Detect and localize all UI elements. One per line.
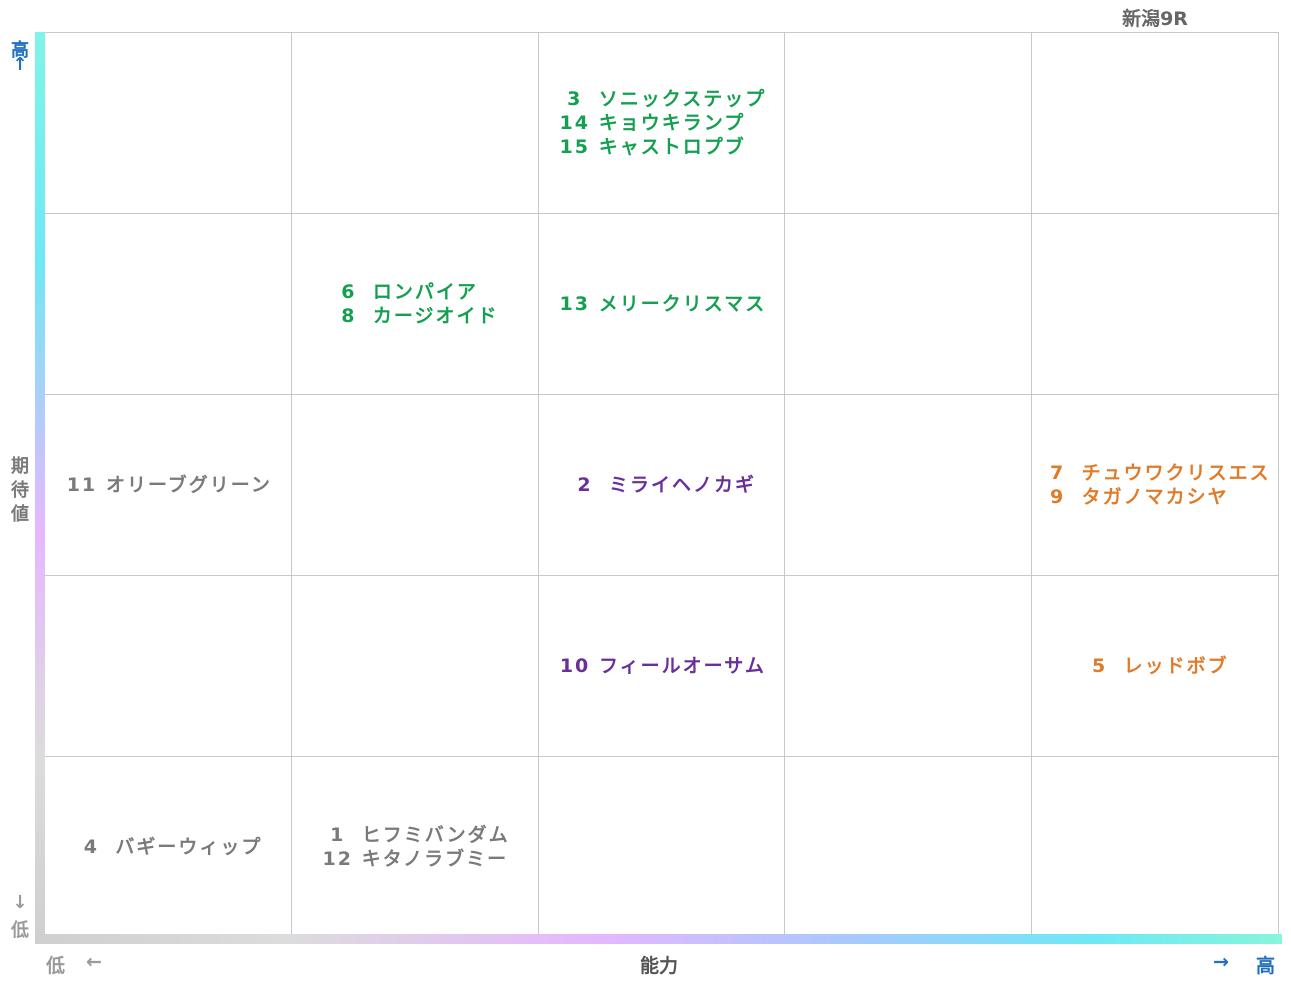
cell-entries: 10 フィールオーサム (557, 654, 766, 678)
horse-entry: 10 フィールオーサム (557, 654, 766, 678)
horse-number: 3 (567, 88, 583, 110)
grid-cell: 5 レッドボブ (1031, 576, 1278, 757)
horse-entry: 5 レッドボブ (1082, 654, 1229, 678)
cell-entries: 1 ヒフミバンダム 12 キタノラブミー (320, 823, 510, 871)
grid-cell: 7 チュウワクリスエス 9 タガノマカシヤ (1031, 395, 1278, 576)
x-axis-label: 能力 (640, 955, 679, 977)
grid-cell (44, 576, 291, 757)
horse-entry: 12 キタノラブミー (320, 847, 508, 871)
cell-entries: 7 チュウワクリスエス 9 タガノマカシヤ (1040, 461, 1271, 509)
matrix-grid: 3 ソニックステップ 14 キョウキランプ 15 キャストロプブ 6 ロンパイア 8 カージオイド… (44, 32, 1279, 938)
x-axis-bar (35, 934, 1282, 944)
grid-cell (784, 214, 1032, 395)
horse-entry: 2 ミライヘノカギ (567, 473, 756, 497)
x-axis-left-arrow-icon: ← (86, 951, 102, 973)
horse-name: フィールオーサム (599, 655, 766, 677)
horse-number: 13 (559, 293, 590, 315)
grid-cell (784, 757, 1032, 938)
horse-entry: 8 カージオイド (331, 304, 499, 328)
horse-number: 7 (1049, 462, 1066, 484)
horse-name: タガノマカシヤ (1081, 486, 1229, 508)
grid-cell (1031, 214, 1278, 395)
cell-entries: 11 オリーブグリーン (64, 473, 272, 497)
horse-number: 2 (577, 474, 593, 496)
grid-cell: 13 メリークリスマス (537, 214, 785, 395)
horse-number: 11 (66, 474, 98, 496)
horse-entry: 4 バギーウィップ (73, 835, 262, 859)
horse-name: オリーブグリーン (105, 474, 272, 496)
horse-entry: 6 ロンパイア (331, 280, 478, 304)
horse-entry: 3 ソニックステップ (557, 87, 766, 111)
grid-cell (44, 214, 291, 395)
grid-cell (784, 395, 1032, 576)
horse-name: キタノラブミー (361, 848, 509, 870)
y-axis-label-char-1: 期 (11, 456, 29, 477)
horse-entry: 9 タガノマカシヤ (1040, 485, 1229, 509)
cell-entries: 13 メリークリスマス (557, 292, 766, 316)
horse-entry: 15 キャストロプブ (557, 135, 746, 159)
y-axis-bar (35, 32, 45, 940)
horse-entry: 13 メリークリスマス (557, 292, 766, 316)
y-axis-low-label: 低 (11, 920, 29, 941)
grid-cell (44, 33, 291, 214)
horse-name: キャストロプブ (598, 136, 746, 158)
horse-entry: 14 キョウキランプ (557, 111, 745, 135)
y-axis-down-arrow-icon: ↓ (12, 892, 28, 913)
grid-cell: 3 ソニックステップ 14 キョウキランプ 15 キャストロプブ (537, 33, 785, 214)
cell-entries: 5 レッドボブ (1082, 654, 1229, 678)
horse-name: レッドボブ (1123, 655, 1229, 677)
horse-name: ミライヘノカギ (608, 474, 756, 496)
horse-name: ロンパイア (372, 281, 478, 303)
horse-number: 14 (559, 112, 590, 134)
horse-entry: 1 ヒフミバンダム (320, 823, 510, 847)
cell-entries: 6 ロンパイア 8 カージオイド (331, 280, 499, 328)
horse-number: 10 (559, 655, 591, 677)
grid-cell: 6 ロンパイア 8 カージオイド (290, 214, 538, 395)
y-axis-label-char-3: 値 (11, 504, 29, 525)
grid-cell (1031, 757, 1278, 938)
horse-name: キョウキランプ (598, 112, 746, 134)
horse-name: ソニックステップ (598, 88, 767, 110)
horse-number: 8 (341, 305, 357, 327)
horse-number: 5 (1091, 655, 1108, 677)
horse-name: メリークリスマス (598, 293, 767, 315)
grid-cell (784, 33, 1032, 214)
grid-cell (290, 576, 538, 757)
cell-entries: 3 ソニックステップ 14 キョウキランプ 15 キャストロプブ (557, 87, 766, 159)
grid-cell (290, 395, 538, 576)
cell-entries: 2 ミライヘノカギ (567, 473, 756, 497)
x-axis-right-arrow-icon: → (1213, 951, 1229, 973)
horse-number: 4 (83, 836, 99, 858)
horse-number: 1 (330, 824, 346, 846)
horse-number: 6 (341, 281, 357, 303)
x-axis-high-label: 高 (1256, 955, 1276, 977)
chart-title: 新潟9R (1122, 8, 1188, 30)
horse-number: 9 (1049, 486, 1066, 508)
horse-entry: 11 オリーブグリーン (64, 473, 272, 497)
grid-cell (537, 757, 785, 938)
horse-name: カージオイド (372, 305, 499, 327)
horse-name: バギーウィップ (115, 836, 263, 858)
grid-cell (784, 576, 1032, 757)
x-axis-low-label: 低 (46, 955, 66, 977)
horse-entry: 7 チュウワクリスエス (1040, 461, 1271, 485)
grid-cell: 1 ヒフミバンダム 12 キタノラブミー (290, 757, 538, 938)
horse-name: ヒフミバンダム (361, 824, 510, 846)
horse-number: 15 (559, 136, 590, 158)
y-axis-up-arrow-icon: ↑ (12, 54, 28, 75)
grid-cell: 4 バギーウィップ (44, 757, 291, 938)
grid-cell (290, 33, 538, 214)
grid-cell (1031, 33, 1278, 214)
y-axis-high-label: 高 (11, 40, 29, 61)
grid-cell: 10 フィールオーサム (537, 576, 785, 757)
y-axis-label-char-2: 待 (11, 480, 29, 501)
horse-number: 12 (322, 848, 353, 870)
grid-cell: 11 オリーブグリーン (44, 395, 291, 576)
grid-cell: 2 ミライヘノカギ (537, 395, 785, 576)
horse-name: チュウワクリスエス (1081, 462, 1271, 484)
cell-entries: 4 バギーウィップ (73, 835, 262, 859)
